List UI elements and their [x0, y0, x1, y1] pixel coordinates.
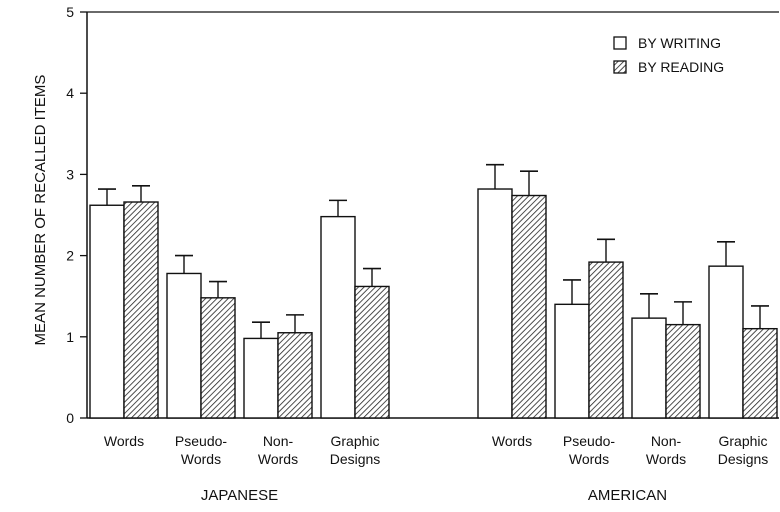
category-label: Non- — [263, 433, 294, 449]
bar-reading — [588, 261, 624, 419]
category-label: Designs — [718, 451, 769, 467]
group-label: AMERICAN — [588, 487, 667, 504]
legend: BY WRITING BY READING — [613, 35, 724, 75]
bar-writing — [477, 188, 513, 419]
category-label: Pseudo- — [563, 433, 615, 449]
group-label: JAPANESE — [201, 487, 278, 504]
category-label: Graphic — [330, 433, 379, 449]
bar-writing — [708, 265, 744, 419]
legend-swatch — [613, 60, 627, 74]
bar-writing — [243, 337, 279, 419]
bar-writing — [320, 215, 356, 419]
category-label: Designs — [330, 451, 381, 467]
bar-reading — [277, 332, 313, 419]
category-label: Pseudo- — [175, 433, 227, 449]
y-tick-label: 5 — [66, 4, 74, 20]
category-label: Graphic — [718, 433, 767, 449]
y-tick-label: 1 — [66, 329, 74, 345]
category-label: Words — [258, 451, 298, 467]
y-axis-label: MEAN NUMBER OF RECALLED ITEMS — [32, 75, 49, 346]
x-axis-labels: Words Pseudo- Words Non- Words Graphic Designs… — [104, 433, 768, 504]
y-tick-label: 4 — [66, 85, 74, 101]
bar-reading — [742, 327, 778, 419]
category-label: Words — [492, 433, 532, 449]
bar-reading — [665, 323, 701, 419]
category-label: Words — [646, 451, 686, 467]
category-label: Non- — [651, 433, 682, 449]
bar-writing — [89, 204, 125, 419]
legend-swatch — [613, 36, 627, 50]
category-label: Words — [181, 451, 221, 467]
y-tick-label: 2 — [66, 248, 74, 264]
bar-writing — [166, 272, 202, 419]
category-label: Words — [104, 433, 144, 449]
bar-reading — [511, 194, 547, 419]
bar-reading — [200, 297, 236, 419]
y-tick-label: 3 — [66, 166, 74, 182]
category-label: Words — [569, 451, 609, 467]
y-tick-label: 0 — [66, 410, 74, 426]
bar-reading — [354, 285, 390, 419]
bar-series — [89, 163, 778, 419]
bar-writing — [631, 317, 667, 419]
legend-label: BY READING — [638, 59, 724, 75]
y-axis: 0 1 2 3 4 5 — [66, 4, 87, 426]
legend-label: BY WRITING — [638, 35, 721, 51]
bar-writing — [554, 303, 590, 419]
bar-reading — [123, 201, 159, 419]
